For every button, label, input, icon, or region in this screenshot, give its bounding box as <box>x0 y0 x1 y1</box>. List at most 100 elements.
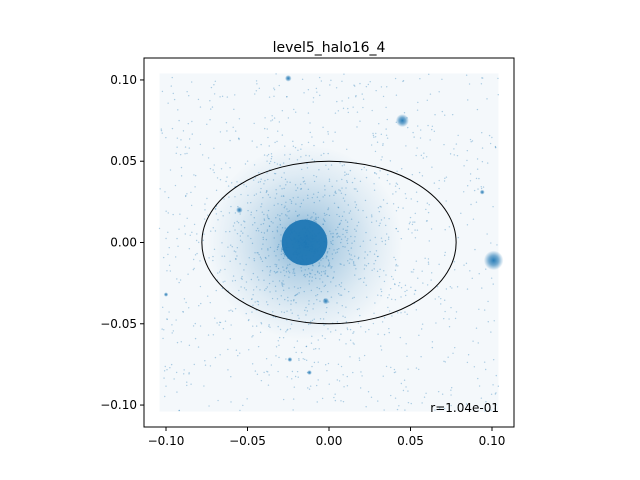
particle-point <box>394 371 397 373</box>
y-axis-ticks: −0.10 −0.05 0.00 0.05 0.10 <box>100 73 144 412</box>
particle-point <box>407 401 410 404</box>
particle-point <box>433 182 436 184</box>
particle-point <box>480 186 482 188</box>
particle-point <box>167 212 169 214</box>
particle-point <box>220 168 223 170</box>
particle-point <box>410 286 412 289</box>
particle-point <box>313 361 316 364</box>
particle-point <box>338 339 341 341</box>
particle-point <box>161 328 163 330</box>
particle-point <box>381 156 383 158</box>
particle-point <box>281 134 284 136</box>
particle-point <box>426 99 428 102</box>
particle-point <box>316 91 318 93</box>
particle-point <box>278 344 280 346</box>
particle-point <box>470 141 472 143</box>
particle-point <box>173 378 175 380</box>
particle-point <box>178 281 180 284</box>
particle-point <box>387 173 389 176</box>
particle-point <box>430 272 433 274</box>
particle-point <box>176 237 178 240</box>
particle-point <box>307 387 309 389</box>
particle-point <box>311 136 313 138</box>
particle-point <box>294 375 297 378</box>
particle-point <box>255 80 258 82</box>
particle-point <box>491 136 493 139</box>
particle-point <box>441 78 443 80</box>
particle-point <box>450 387 453 389</box>
particle-point <box>405 197 407 200</box>
particle-point <box>313 348 315 350</box>
particle-point <box>481 147 484 149</box>
particle-point <box>359 82 361 85</box>
particle-point <box>356 111 359 113</box>
particle-point <box>221 95 224 98</box>
particle-point <box>209 301 211 304</box>
particle-point <box>252 325 254 327</box>
particle-point <box>449 285 452 288</box>
particle-point <box>277 370 279 373</box>
particle-point <box>284 145 286 147</box>
particle-point <box>271 115 273 117</box>
particle-point <box>388 294 390 296</box>
particle-point <box>415 260 418 262</box>
particle-point <box>176 278 178 280</box>
particle-point <box>346 385 349 387</box>
particle-point <box>182 310 184 313</box>
particle-point <box>399 336 402 339</box>
particle-point <box>375 173 378 175</box>
particle-point <box>451 287 453 289</box>
particle-point <box>387 297 389 299</box>
particle-point <box>374 172 376 174</box>
particle-point <box>487 321 489 323</box>
subhalo-point <box>306 370 312 375</box>
particle-point <box>256 373 259 376</box>
particle-point <box>449 153 452 155</box>
particle-point <box>427 211 430 214</box>
particle-point <box>438 263 440 266</box>
main-halo-core <box>281 219 328 266</box>
particle-point <box>411 223 414 226</box>
particle-point <box>225 122 228 124</box>
radius-ellipse <box>201 160 457 325</box>
particle-point <box>206 197 208 200</box>
particle-point <box>416 200 419 203</box>
particle-point <box>380 133 383 136</box>
particle-point <box>426 220 428 222</box>
particle-point <box>433 130 436 133</box>
particle-point <box>372 134 375 137</box>
particle-point <box>421 270 423 272</box>
particle-point <box>320 80 323 82</box>
particle-point <box>179 153 182 156</box>
particle-point <box>265 357 268 360</box>
particle-point <box>417 277 419 279</box>
particle-point <box>275 73 277 75</box>
particle-point <box>167 231 169 234</box>
particle-point <box>166 369 168 371</box>
particle-point <box>253 122 255 125</box>
particle-point <box>277 340 279 342</box>
particle-point <box>355 95 357 98</box>
particle-point <box>168 264 171 266</box>
particle-point <box>174 184 177 187</box>
particle-point <box>297 376 299 378</box>
particle-point <box>404 409 406 411</box>
particle-point <box>365 406 367 408</box>
particle-point <box>218 324 220 326</box>
particle-point <box>275 355 277 357</box>
particle-point <box>164 191 166 193</box>
particle-point <box>438 91 440 93</box>
particle-point <box>484 410 486 412</box>
particle-point <box>188 147 191 149</box>
particle-point <box>414 221 416 223</box>
particle-point <box>285 358 287 360</box>
particle-point <box>388 327 390 330</box>
particle-point <box>467 354 470 356</box>
particle-point <box>292 398 295 400</box>
particle-point <box>169 169 172 171</box>
particle-point <box>490 393 493 395</box>
particle-point <box>406 289 408 292</box>
particle-point <box>396 408 399 411</box>
particle-point <box>480 397 483 399</box>
particle-point <box>416 109 419 111</box>
